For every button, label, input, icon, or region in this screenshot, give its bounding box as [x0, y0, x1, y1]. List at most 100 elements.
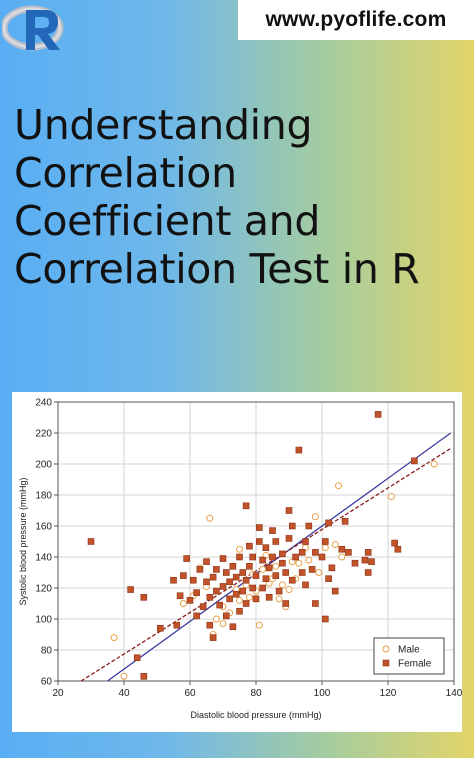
x-tick-label: 140 — [446, 688, 462, 699]
point-female — [325, 519, 332, 527]
point-female — [292, 553, 299, 561]
point-female — [183, 555, 190, 562]
site-url[interactable]: www.pyoflife.com — [238, 0, 474, 40]
point-male — [259, 565, 267, 573]
point-female — [361, 556, 369, 564]
point-male — [278, 581, 286, 589]
point-female — [236, 607, 243, 615]
x-tick-label: 40 — [118, 688, 130, 699]
point-female — [242, 600, 250, 607]
point-female — [140, 594, 148, 601]
point-female — [239, 587, 247, 595]
point-female — [242, 576, 250, 584]
x-tick-label: 60 — [184, 688, 196, 699]
point-male — [331, 541, 339, 549]
y-tick-label: 160 — [35, 522, 52, 533]
point-female — [345, 549, 352, 556]
point-female — [249, 553, 256, 561]
point-female — [364, 549, 372, 556]
point-female — [269, 527, 276, 534]
point-female — [285, 535, 293, 542]
point-female — [157, 625, 164, 632]
point-female — [170, 576, 177, 584]
point-female — [308, 566, 316, 573]
point-male — [311, 513, 319, 521]
legend-label: Male — [398, 645, 420, 656]
point-female — [391, 539, 398, 547]
point-female — [87, 538, 95, 545]
legend-marker-female — [382, 659, 390, 667]
y-tick-label: 220 — [35, 429, 52, 440]
x-axis-title: Diastolic blood pressure (mmHg) — [190, 710, 321, 720]
point-female — [219, 555, 227, 562]
point-female — [259, 584, 266, 592]
chart-canvas: 20 40 60 80 100 120 140 60 80 100 120 140 160 180 200 2… — [18, 398, 462, 721]
point-male — [219, 620, 227, 628]
point-male — [272, 562, 280, 570]
point-female — [180, 572, 187, 579]
y-tick-label: 100 — [35, 615, 52, 626]
point-female — [203, 578, 210, 586]
point-female — [275, 587, 283, 595]
point-female — [279, 559, 286, 567]
point-female — [272, 572, 280, 579]
point-female — [295, 446, 303, 454]
legend-marker-male — [382, 645, 390, 653]
point-female — [288, 576, 296, 584]
point-female — [203, 558, 210, 565]
point-female — [249, 584, 256, 592]
point-female — [206, 594, 214, 601]
point-female — [256, 538, 263, 545]
point-female — [232, 590, 240, 598]
point-female — [239, 569, 247, 576]
point-female — [338, 545, 346, 553]
point-female — [209, 634, 217, 641]
y-tick-label: 240 — [35, 398, 52, 409]
point-male — [255, 621, 263, 629]
scatter-chart: 20 40 60 80 100 120 140 60 80 100 120 140 160 180 200 2… — [12, 392, 462, 732]
point-female — [190, 576, 197, 584]
point-female — [173, 621, 181, 629]
point-female — [133, 654, 141, 662]
point-male — [321, 544, 329, 552]
point-female — [321, 615, 329, 623]
point-female — [325, 575, 332, 582]
point-female — [223, 569, 230, 576]
point-male — [110, 634, 118, 642]
page-title: Understanding Correlation Coefficient an… — [14, 101, 420, 293]
point-female — [232, 573, 240, 581]
point-female — [374, 411, 382, 418]
point-female — [298, 549, 306, 556]
point-female — [176, 592, 184, 600]
point-female — [199, 603, 207, 610]
x-tick-label: 80 — [250, 688, 262, 699]
point-female — [193, 612, 200, 620]
point-female — [206, 621, 214, 629]
point-male — [335, 482, 342, 490]
point-female — [312, 600, 319, 607]
point-female — [394, 545, 402, 553]
point-female — [265, 564, 273, 572]
point-female — [364, 569, 372, 576]
point-female — [193, 589, 200, 596]
regression-line-dashed — [80, 447, 452, 681]
legend-label: Female — [398, 659, 432, 670]
point-male — [212, 615, 220, 623]
y-tick-label: 80 — [41, 646, 53, 657]
point-female — [246, 542, 253, 550]
point-male — [179, 600, 187, 607]
y-tick-label: 60 — [41, 677, 53, 688]
point-male — [120, 672, 128, 680]
point-female — [272, 538, 280, 545]
point-male — [430, 460, 438, 468]
point-male — [387, 493, 395, 501]
point-female — [213, 587, 220, 595]
point-male — [236, 596, 243, 604]
x-tick-label: 120 — [380, 688, 397, 699]
point-female — [282, 569, 290, 576]
point-female — [341, 518, 349, 525]
r-logo-icon — [0, 5, 64, 51]
point-female — [229, 623, 237, 631]
point-female — [269, 553, 276, 561]
point-female — [312, 549, 319, 556]
